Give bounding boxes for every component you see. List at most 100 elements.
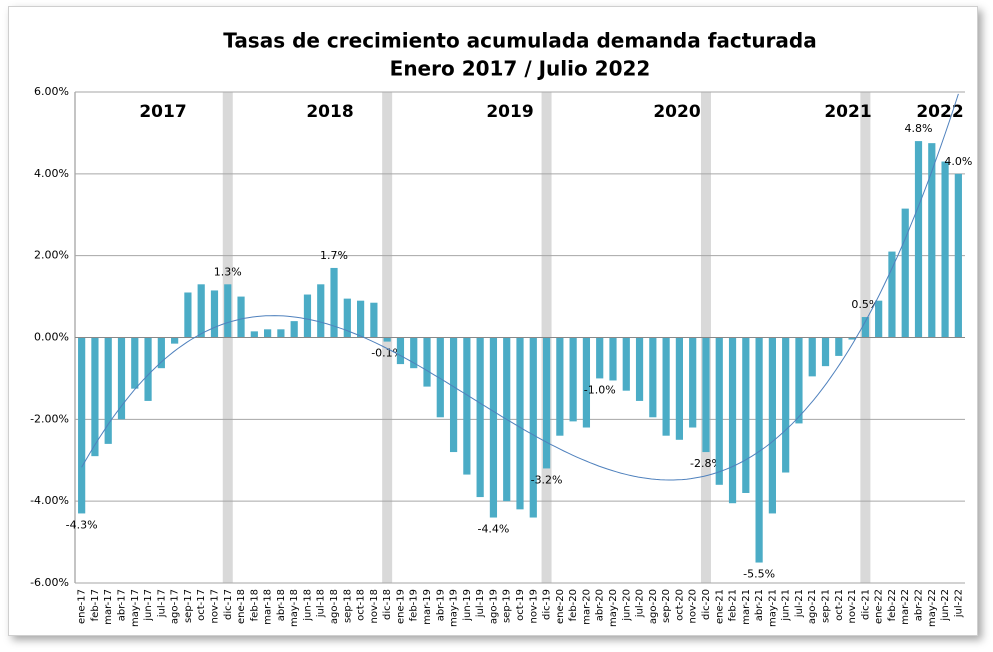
bar xyxy=(835,337,843,356)
x-tick-label: nov-19 xyxy=(528,589,539,623)
x-tick-label: may-21 xyxy=(767,589,778,627)
bar xyxy=(264,329,272,338)
bar xyxy=(250,331,258,338)
x-tick-label: ene-17 xyxy=(77,589,88,624)
bar xyxy=(117,337,126,420)
x-tick-label: feb-21 xyxy=(728,589,739,621)
bar xyxy=(795,337,803,424)
x-tick-label: may-19 xyxy=(449,589,460,627)
x-tick-label: feb-22 xyxy=(887,589,898,621)
x-tick-label: jul-22 xyxy=(953,589,964,618)
bar xyxy=(635,337,644,401)
x-tick-label: ene-20 xyxy=(555,589,566,624)
x-tick-label: dic-20 xyxy=(701,589,712,620)
x-tick-label: sep-20 xyxy=(661,589,672,623)
x-tick-label: oct-19 xyxy=(515,589,526,621)
bar xyxy=(808,337,816,377)
x-tick-label: feb-20 xyxy=(568,589,579,621)
x-tick-label: jun-19 xyxy=(462,589,473,622)
bar xyxy=(210,290,219,338)
x-tick-label: abr-19 xyxy=(435,589,446,621)
x-tick-label: feb-19 xyxy=(409,589,420,621)
x-tick-label: abr-20 xyxy=(595,589,606,621)
x-tick-label: nov-18 xyxy=(369,589,380,623)
bar xyxy=(569,337,577,422)
bar xyxy=(476,337,484,498)
bar xyxy=(396,337,405,365)
bar xyxy=(529,337,537,518)
x-tick-label: oct-18 xyxy=(356,589,367,621)
bar xyxy=(622,337,630,391)
bar xyxy=(675,337,684,440)
bar xyxy=(728,337,737,504)
x-tick-label: feb-17 xyxy=(90,589,101,621)
bar xyxy=(423,337,431,387)
bar xyxy=(197,284,205,338)
bar xyxy=(768,337,776,514)
x-tick-label: mar-19 xyxy=(422,589,433,625)
bar xyxy=(954,173,962,338)
x-tick-label: sep-21 xyxy=(821,589,832,623)
bar xyxy=(596,337,604,379)
year-label: 2022 xyxy=(916,102,963,122)
x-tick-label: sep-18 xyxy=(342,589,353,623)
bar xyxy=(875,300,883,338)
x-tick-label: dic-21 xyxy=(860,589,871,620)
bar xyxy=(689,337,697,428)
year-label: 2018 xyxy=(306,102,353,122)
x-tick-label: abr-18 xyxy=(276,589,287,621)
bar xyxy=(78,337,86,514)
x-tick-label: jul-20 xyxy=(635,589,646,618)
x-tick-label: oct-20 xyxy=(674,589,685,621)
bar xyxy=(556,337,564,436)
x-tick-label: nov-20 xyxy=(688,589,699,623)
bar xyxy=(224,284,232,338)
bar xyxy=(463,337,471,475)
x-tick-label: feb-18 xyxy=(249,589,260,621)
data-label: 1.3% xyxy=(214,265,242,278)
y-tick-label: -4.00% xyxy=(30,494,69,507)
data-label: -3.2% xyxy=(531,473,563,486)
x-tick-label: may-18 xyxy=(289,589,300,627)
bar xyxy=(516,337,524,510)
x-tick-label: ago-17 xyxy=(170,589,181,624)
x-tick-label: ago-19 xyxy=(488,589,499,624)
bar xyxy=(861,317,869,338)
bar xyxy=(928,143,936,338)
bar xyxy=(330,267,338,338)
x-tick-label: jul-21 xyxy=(794,589,805,618)
x-tick-label: ago-21 xyxy=(807,589,818,624)
bar xyxy=(755,337,763,563)
x-tick-label: mar-18 xyxy=(263,589,274,625)
chart-frame xyxy=(8,6,978,636)
x-tick-label: ago-18 xyxy=(329,589,340,624)
data-label: 4.8% xyxy=(905,122,933,135)
y-tick-label: -6.00% xyxy=(30,576,69,589)
x-tick-label: jul-18 xyxy=(316,589,327,618)
bar xyxy=(144,337,152,401)
bar xyxy=(914,141,923,338)
x-tick-label: jun-17 xyxy=(143,589,154,622)
x-tick-label: ene-19 xyxy=(395,589,406,624)
x-tick-label: sep-17 xyxy=(183,589,194,623)
year-label: 2017 xyxy=(139,102,186,122)
y-tick-label: 0.00% xyxy=(34,331,69,344)
x-tick-label: nov-21 xyxy=(847,589,858,623)
bar xyxy=(662,337,670,436)
x-tick-label: mar-20 xyxy=(581,589,592,625)
data-label: -4.4% xyxy=(477,523,509,536)
bar xyxy=(356,300,365,338)
bar xyxy=(317,284,325,338)
bar xyxy=(410,337,418,369)
data-label: -4.3% xyxy=(66,518,98,531)
x-tick-label: jun-20 xyxy=(621,589,632,622)
data-label: 1.7% xyxy=(320,249,348,262)
bar xyxy=(489,337,498,518)
bar xyxy=(383,337,391,342)
x-tick-label: dic-19 xyxy=(542,589,553,620)
bar xyxy=(343,298,351,338)
x-tick-label: ago-20 xyxy=(648,589,659,624)
bar xyxy=(821,337,830,367)
